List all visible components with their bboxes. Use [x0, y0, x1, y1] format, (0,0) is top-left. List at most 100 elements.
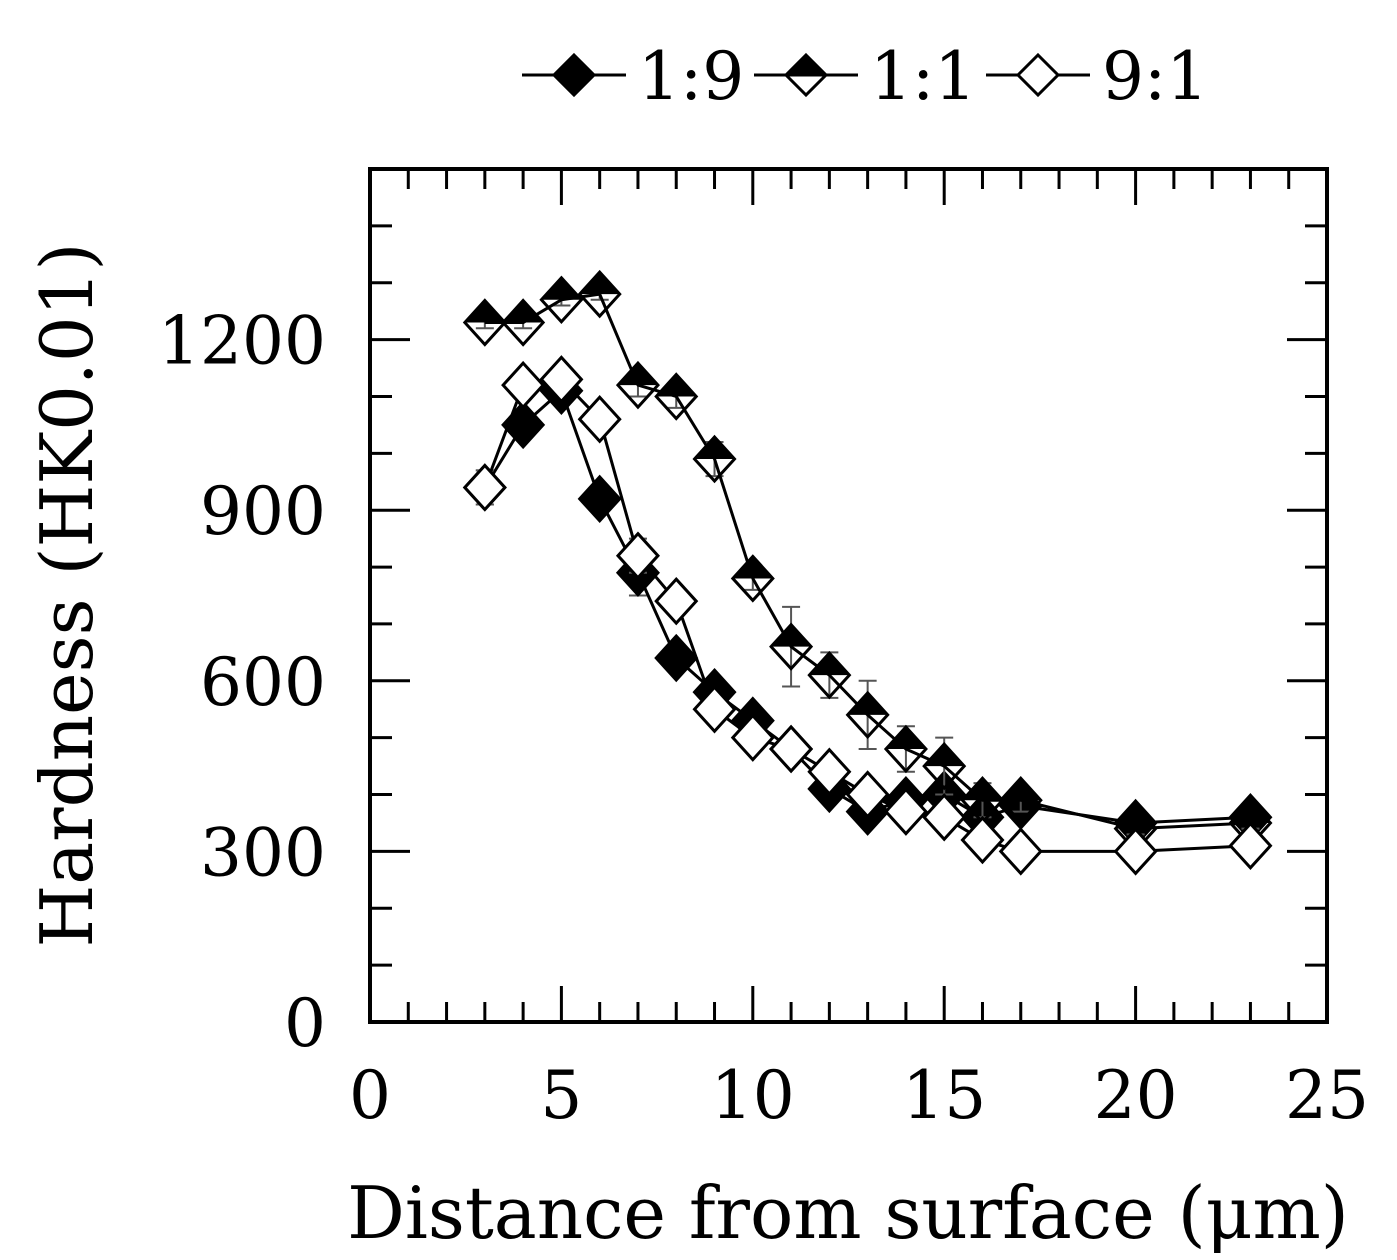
marker-top-half [656, 374, 697, 397]
marker-outline [539, 275, 584, 325]
data-point [998, 775, 1043, 825]
legend-item-9-1: 9:1 [986, 38, 1208, 115]
legend-item-1-9: 1:9 [522, 38, 744, 115]
legend-item-1-1: 1:1 [754, 38, 976, 115]
legend-marker [783, 52, 829, 98]
x-tick-label: 15 [902, 1057, 986, 1134]
marker-top-half [617, 363, 658, 386]
legend-label: 1:9 [638, 38, 744, 115]
data-point [501, 298, 546, 347]
plot-frame [368, 167, 1329, 1024]
data-point [845, 690, 890, 740]
marker-top-half [732, 556, 773, 579]
marker-outline [577, 474, 622, 524]
x-tick-label: 20 [1094, 1057, 1178, 1134]
marker-outline [577, 269, 622, 319]
data-point [960, 815, 1005, 865]
marker-outline [462, 463, 507, 512]
x-tick-label: 5 [540, 1057, 582, 1134]
marker-outline [654, 576, 699, 626]
marker-top-half [694, 437, 735, 460]
marker-outline [883, 787, 928, 836]
series-group [462, 269, 1273, 876]
y-axis-title: Hardness (HK0.01) [25, 242, 109, 947]
data-point [769, 724, 814, 774]
data-point [883, 787, 928, 836]
data-point [654, 372, 699, 421]
marker-outline [769, 622, 814, 671]
marker-outline [845, 690, 890, 740]
marker-outline [551, 52, 597, 98]
marker-top-half [786, 55, 826, 75]
marker-outline [998, 775, 1043, 825]
marker-outline [654, 633, 699, 683]
marker-outline [783, 52, 829, 98]
marker-outline [1113, 827, 1158, 876]
marker-outline [692, 434, 737, 484]
data-point [998, 827, 1043, 876]
marker-top-half [885, 727, 926, 750]
marker-outline [922, 741, 967, 791]
y-tick-label: 0 [284, 985, 326, 1062]
series-9-1 [462, 355, 1273, 876]
data-point [807, 747, 852, 797]
marker-top-half [1115, 806, 1156, 829]
series-line [483, 389, 1251, 825]
marker-outline [922, 793, 967, 842]
marker-top-half [771, 624, 812, 647]
marker-outline [883, 724, 928, 774]
data-point [539, 355, 584, 404]
legend-marker [551, 52, 597, 98]
marker-outline [1015, 52, 1061, 98]
data-point [1228, 821, 1273, 870]
x-tick-label: 25 [1285, 1057, 1369, 1134]
data-point [577, 474, 622, 524]
marker-outline [960, 815, 1005, 865]
marker-outline [730, 713, 775, 762]
data-point [769, 622, 814, 671]
data-point [845, 770, 890, 819]
legend-label: 9:1 [1102, 38, 1208, 115]
marker-outline [462, 298, 507, 347]
marker-top-half [962, 778, 1003, 801]
marker-top-half [464, 300, 505, 323]
y-tick-label: 300 [200, 814, 326, 891]
series-1-1 [462, 269, 1273, 853]
data-point [577, 269, 622, 319]
marker-outline [692, 685, 737, 734]
data-point [539, 275, 584, 325]
marker-outline [501, 298, 546, 347]
x-tick-label: 0 [349, 1057, 391, 1134]
data-point [730, 713, 775, 762]
data-point [922, 793, 967, 842]
marker-top-half [847, 692, 888, 715]
y-tick-label: 1200 [158, 303, 326, 380]
marker-outline [539, 355, 584, 404]
data-point [577, 394, 622, 444]
data-point [462, 298, 507, 347]
data-point [654, 633, 699, 683]
legend-marker [1015, 52, 1061, 98]
marker-outline [998, 827, 1043, 876]
x-axis-title: Distance from surface (μm) [347, 1171, 1349, 1255]
marker-outline [654, 372, 699, 421]
axis-ticks [368, 167, 1329, 1024]
marker-outline [845, 770, 890, 819]
marker-outline [577, 394, 622, 444]
data-point [615, 531, 660, 580]
data-point [615, 360, 660, 410]
y-tick-label: 900 [200, 473, 326, 550]
marker-top-half [541, 277, 582, 300]
marker-outline [501, 360, 546, 410]
marker-top-half [1000, 778, 1041, 801]
marker-outline [1228, 821, 1273, 870]
y-tick-label: 600 [200, 644, 326, 721]
data-point [807, 650, 852, 700]
marker-outline [807, 747, 852, 797]
marker-top-half [579, 272, 620, 295]
legend-label: 1:1 [870, 38, 976, 115]
x-tick-label: 10 [711, 1057, 795, 1134]
marker-outline [615, 360, 660, 410]
marker-top-half [924, 744, 965, 767]
